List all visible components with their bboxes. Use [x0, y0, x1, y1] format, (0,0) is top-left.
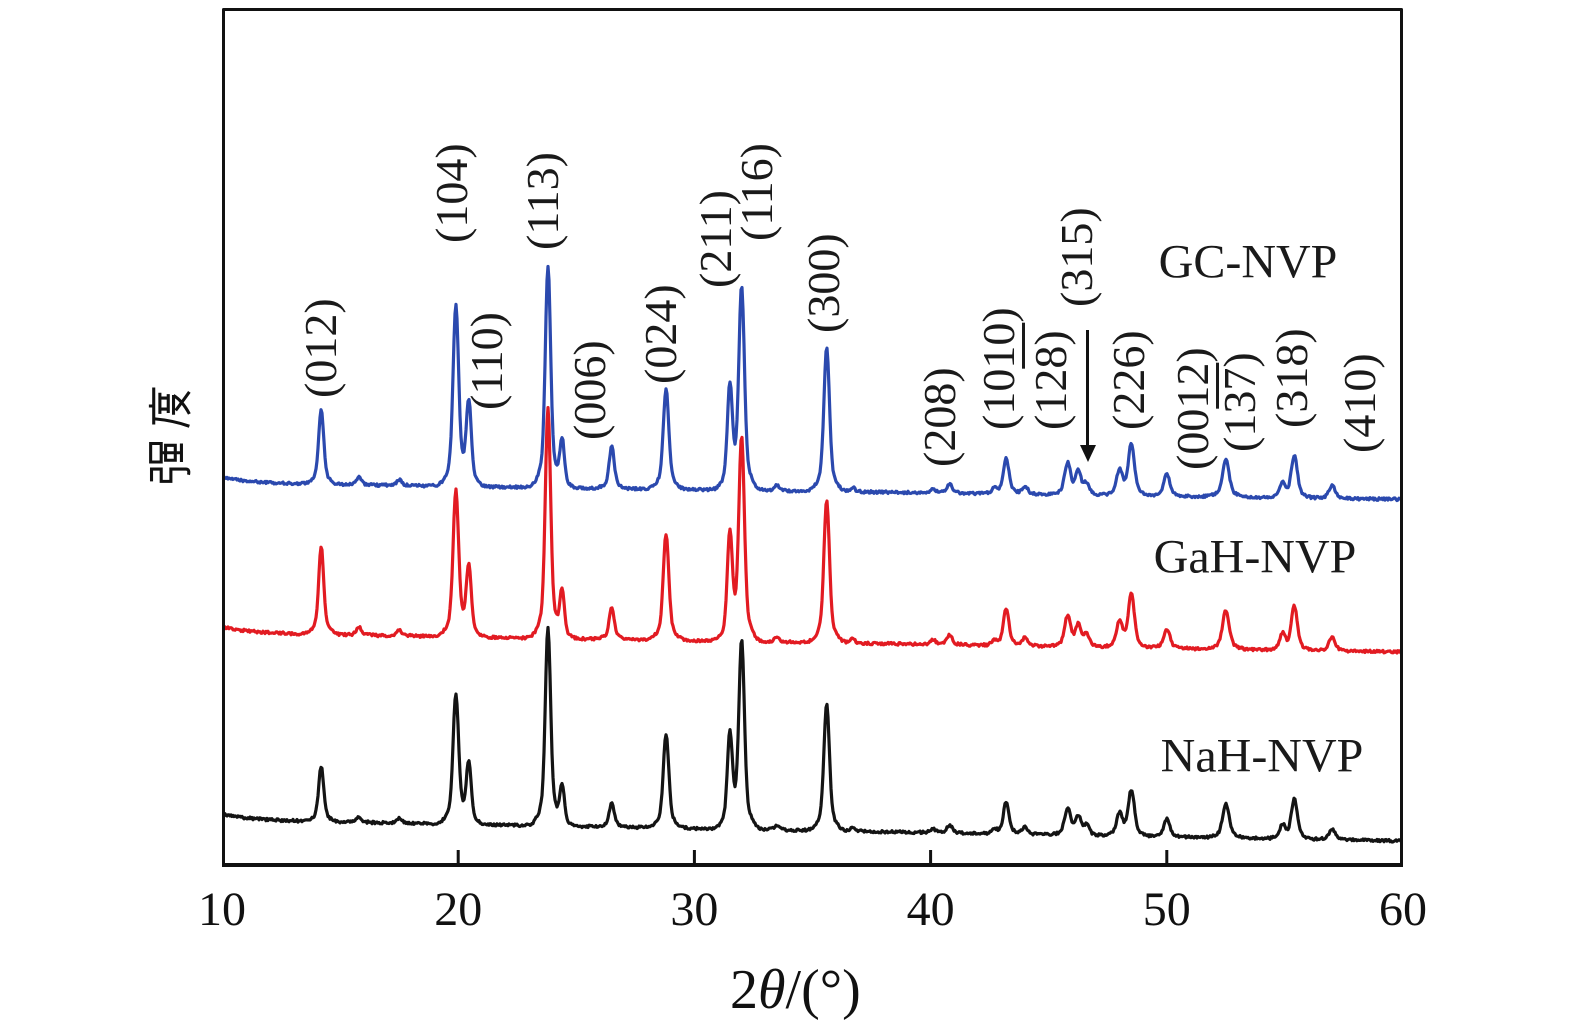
- peak-label-text-104: (104): [426, 143, 478, 243]
- xrd-plot-canvas: [222, 8, 1403, 867]
- peak-label-text-226: (226): [1103, 330, 1154, 430]
- peak-label-text-1010: (1010): [973, 307, 1025, 430]
- peak-label-text-024: (024): [635, 284, 687, 384]
- cjk-glyph-qiang: [149, 441, 191, 483]
- cjk-glyph-du: [148, 387, 191, 428]
- peak-label-text-300: (300): [798, 233, 850, 333]
- peak-label-text-113: (113): [517, 152, 569, 250]
- peak-label-text-116: (116): [730, 143, 782, 241]
- x-tick-label-30: 30: [670, 883, 719, 936]
- x-title-post: /(°): [785, 959, 861, 1021]
- x-tick-label-10: 10: [198, 883, 246, 936]
- series-label-gah-nvp: GaH-NVP: [1153, 530, 1357, 584]
- series-label-gc-nvp: GC-NVP: [1158, 235, 1338, 289]
- peak-label-text-208: (208): [914, 367, 966, 467]
- peak-label-text-137: (137): [1214, 352, 1266, 452]
- x-axis-title: 2θ/(°): [730, 958, 861, 1022]
- series-label-nah-nvp: NaH-NVP: [1160, 729, 1364, 783]
- arrow-315-line: [1086, 330, 1090, 447]
- arrow-315-head-icon: [1079, 445, 1096, 462]
- peak-label-text-012: (012): [295, 298, 347, 398]
- peak-label-text-0012: (0012): [1166, 347, 1218, 470]
- x-title-theta: θ: [758, 959, 786, 1021]
- x-tick-label-50: 50: [1142, 883, 1191, 936]
- x-tick-label-20: 20: [434, 883, 483, 936]
- plot-area: [222, 8, 1403, 867]
- x-title-pre: 2: [730, 959, 758, 1021]
- peak-label-text-410: (410): [1334, 353, 1386, 453]
- peak-label-text-315: (315): [1051, 207, 1103, 307]
- y-axis-label-glyphs: [148, 376, 192, 484]
- peak-label-text-318: (318): [1265, 328, 1317, 428]
- x-tick-label-60: 60: [1379, 883, 1427, 936]
- peak-label-text-128: (128): [1025, 330, 1077, 430]
- peak-label-text-006: (006): [564, 340, 616, 440]
- x-tick-label-40: 40: [906, 883, 955, 936]
- peak-label-text-110: (110): [460, 312, 512, 410]
